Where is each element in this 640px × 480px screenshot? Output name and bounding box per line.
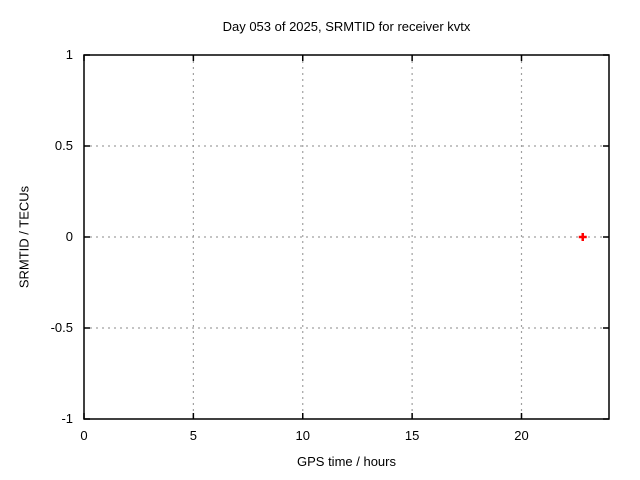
x-tick-label: 15 (404, 428, 420, 443)
chart-title: Day 053 of 2025, SRMTID for receiver kvt… (222, 19, 471, 34)
y-tick-label: 1 (65, 47, 73, 62)
plot-border (83, 54, 610, 420)
x-axis-title: GPS time / hours (297, 454, 396, 469)
y-tick-label: 0.5 (54, 138, 73, 153)
x-tick-label: 5 (189, 428, 197, 443)
y-tick-label: 0 (65, 229, 73, 244)
y-tick-label: -0.5 (50, 320, 73, 335)
x-tick-label: 0 (80, 428, 88, 443)
x-tick-label: 10 (295, 428, 310, 443)
y-tick-label: -1 (61, 411, 73, 426)
x-tick-label: 20 (514, 428, 529, 443)
